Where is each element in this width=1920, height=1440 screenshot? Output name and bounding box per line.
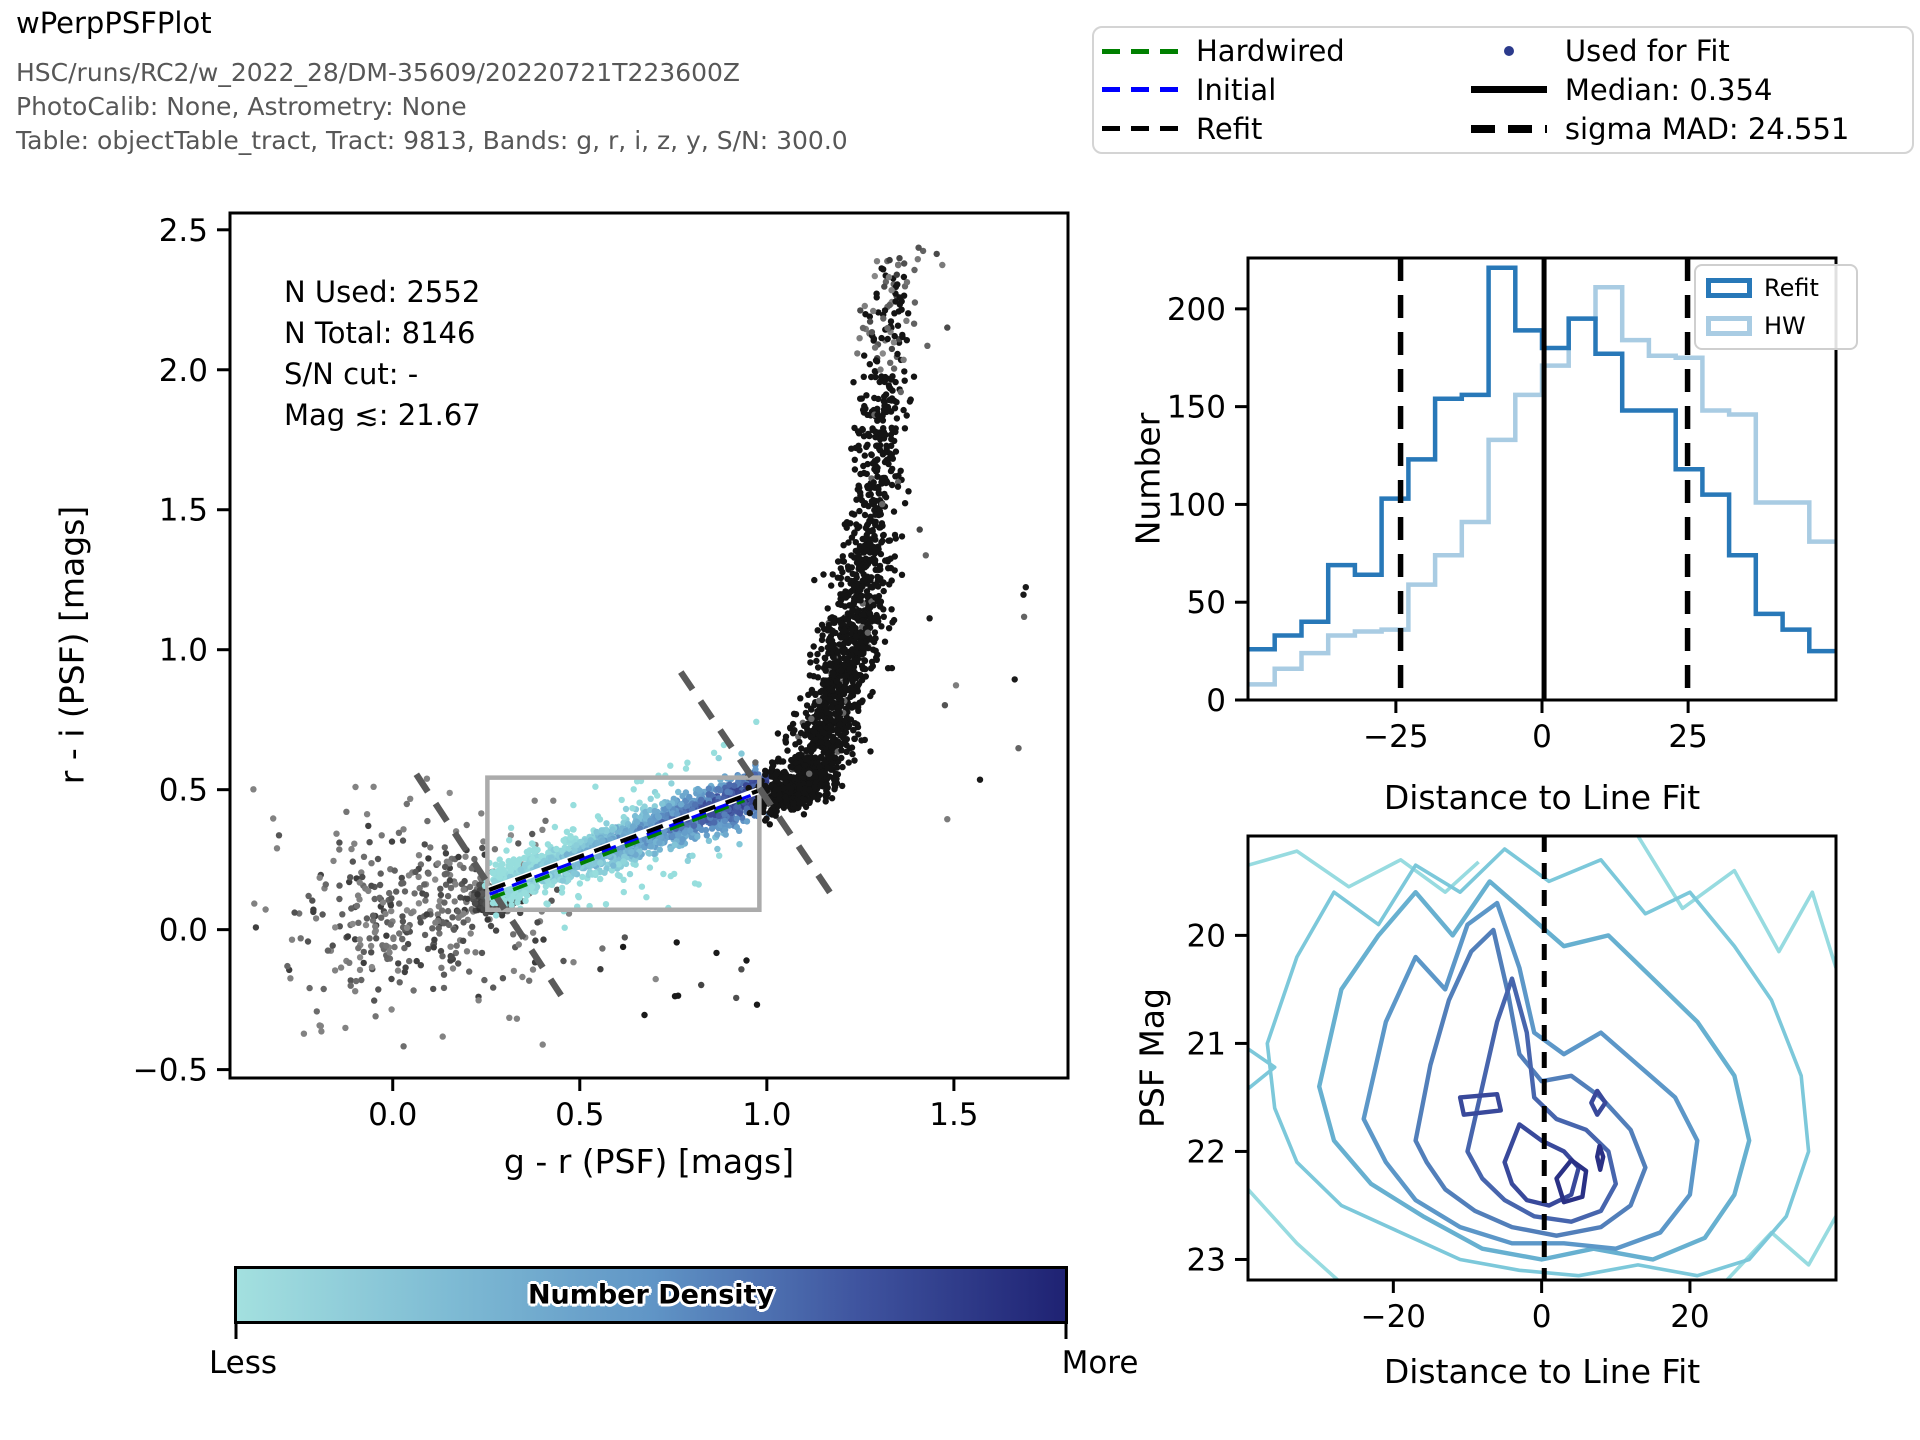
hist-axes: −25 0 25 0 50 100 150 200 [1167,256,1838,755]
contour-y-tick-label: 20 [1187,918,1226,954]
hist-legend-item-hw: HW [1706,312,1846,340]
legend-label: Hardwired [1196,34,1345,69]
contour-y-tick-label: 21 [1187,1026,1226,1062]
hardwired-fit-line [490,798,746,901]
contour-level [1636,836,1836,969]
n-total-text: N Total: 8146 [284,316,476,350]
hist-y-tick-label: 50 [1187,585,1226,621]
hist-legend-item-refit: Refit [1706,274,1846,302]
contour-level [1457,1091,1504,1117]
legend-item-refit: Refit [1102,112,1471,146]
colorbar-more-label: More [1061,1345,1139,1381]
hist-y-tick-label: 100 [1167,487,1226,523]
legend-label: Used for Fit [1564,34,1730,69]
contour-y-tick-label: 22 [1187,1134,1226,1170]
legend-item-initial: Initial [1102,73,1471,107]
legend-label: Median: 0.354 [1564,72,1773,107]
header-calib-line: PhotoCalib: None, Astrometry: None [16,92,467,121]
contour-level [1554,1157,1589,1205]
contour-ylabel: PSF Mag [1132,988,1172,1128]
median-line-icon [1470,86,1547,94]
page-title: wPerpPSFPlot [16,6,212,40]
legend-item-used-for-fit: Used for Fit [1471,34,1904,68]
scatter-y-tick-label: 2.0 [159,353,208,389]
sigma-mad-dash-icon [1470,124,1547,133]
histogram-layer [1248,258,1836,700]
hw-step-icon [1706,316,1752,336]
contour-y-tick-label: 23 [1187,1242,1226,1278]
scatter-y-tick-label: 1.0 [159,633,208,669]
colorbar-title: Number Density [527,1279,775,1311]
refit-step-icon [1706,278,1752,298]
fit-legend: Hardwired Initial Refit Used for Fit Med… [1092,26,1914,154]
number-density-colorbar [234,1266,1068,1324]
contour-x-tick-label: 0 [1532,1299,1552,1335]
perpendicular-cut-line [678,670,834,896]
contour-level [1413,927,1648,1238]
scatter-y-tick-label: −0.5 [133,1053,208,1089]
contour-level [1589,1088,1608,1117]
refit-dash-icon [1102,126,1178,132]
hist-x-tick-label: 0 [1532,719,1552,755]
contour-level [1265,847,1811,1278]
n-used-text: N Used: 2552 [284,275,481,309]
mag-limit-text: Mag ≲: 21.67 [284,398,481,432]
contour-x-tick-label: −20 [1361,1299,1426,1335]
contour-level [1248,1188,1339,1280]
header-table-line: Table: objectTable_tract, Tract: 9813, B… [16,126,848,155]
contour-x-tick-label: 20 [1670,1299,1709,1335]
hist-y-tick-label: 150 [1167,390,1226,426]
hist-legend-label: Refit [1764,274,1819,302]
hist-legend: Refit HW [1694,264,1858,350]
hist-ylabel: Number [1128,412,1168,546]
contour-level [1361,900,1700,1251]
contour-levels-layer [1248,836,1836,1280]
contour-level [1316,879,1752,1262]
contour-xlabel: Distance to Line Fit [1383,1352,1701,1391]
scatter-annotations: N Used: 2552 N Total: 8146 S/N cut: - Ma… [284,272,481,436]
hist-y-tick-label: 0 [1206,683,1226,719]
legend-item-hardwired: Hardwired [1102,34,1471,68]
scatter-x-tick-label: 0.5 [555,1097,604,1133]
contour-level [1502,1122,1581,1208]
legend-label: Initial [1196,72,1277,107]
contour-level [1725,1215,1836,1280]
scatter-x-tick-label: 1.5 [929,1097,978,1133]
scatter-y-tick-label: 0.0 [159,913,208,949]
hist-x-tick-label: 25 [1668,719,1707,755]
contour-level [1248,1047,1277,1091]
legend-label: sigma MAD: 24.551 [1564,111,1850,146]
legend-label: Refit [1196,111,1263,146]
colorbar-less-label: Less [208,1345,278,1381]
initial-dash-icon [1102,87,1178,93]
perpendicular-cut-line [413,772,564,998]
scatter-ylabel: r - i (PSF) [mags] [52,505,92,785]
scatter-xlabel: g - r (PSF) [mags] [503,1142,795,1181]
hist-xlabel: Distance to Line Fit [1383,778,1701,817]
scatter-x-tick-label: 0.0 [368,1097,417,1133]
hist-x-tick-label: −25 [1363,719,1428,755]
refit-fit-line [488,789,759,892]
contour-level [1465,976,1619,1224]
scatter-y-tick-label: 2.5 [159,213,208,249]
sn-cut-text: S/N cut: - [284,357,419,391]
used-for-fit-dot-icon [1471,46,1547,57]
contour-axes: −20 0 20 20 21 22 23 [1187,834,1838,1335]
contour-level [1248,849,1480,895]
scatter-y-tick-label: 0.5 [159,773,208,809]
legend-item-median: Median: 0.354 [1470,72,1904,107]
hist-legend-label: HW [1764,312,1806,340]
contour-level [1594,1143,1606,1173]
scatter-y-tick-label: 1.5 [159,493,208,529]
fit-selection-box [485,775,762,913]
scatter-axes: 0.0 0.5 1.0 1.5 −0.5 0.0 0.5 1.0 1.5 2.0 2.5 [133,211,1070,1133]
header-run-line: HSC/runs/RC2/w_2022_28/DM-35609/20220721… [16,58,741,87]
legend-item-sigma-mad: sigma MAD: 24.551 [1470,111,1904,146]
scatter-x-tick-label: 1.0 [742,1097,791,1133]
hist-y-tick-label: 200 [1167,292,1226,328]
hardwired-dash-icon [1102,48,1178,54]
